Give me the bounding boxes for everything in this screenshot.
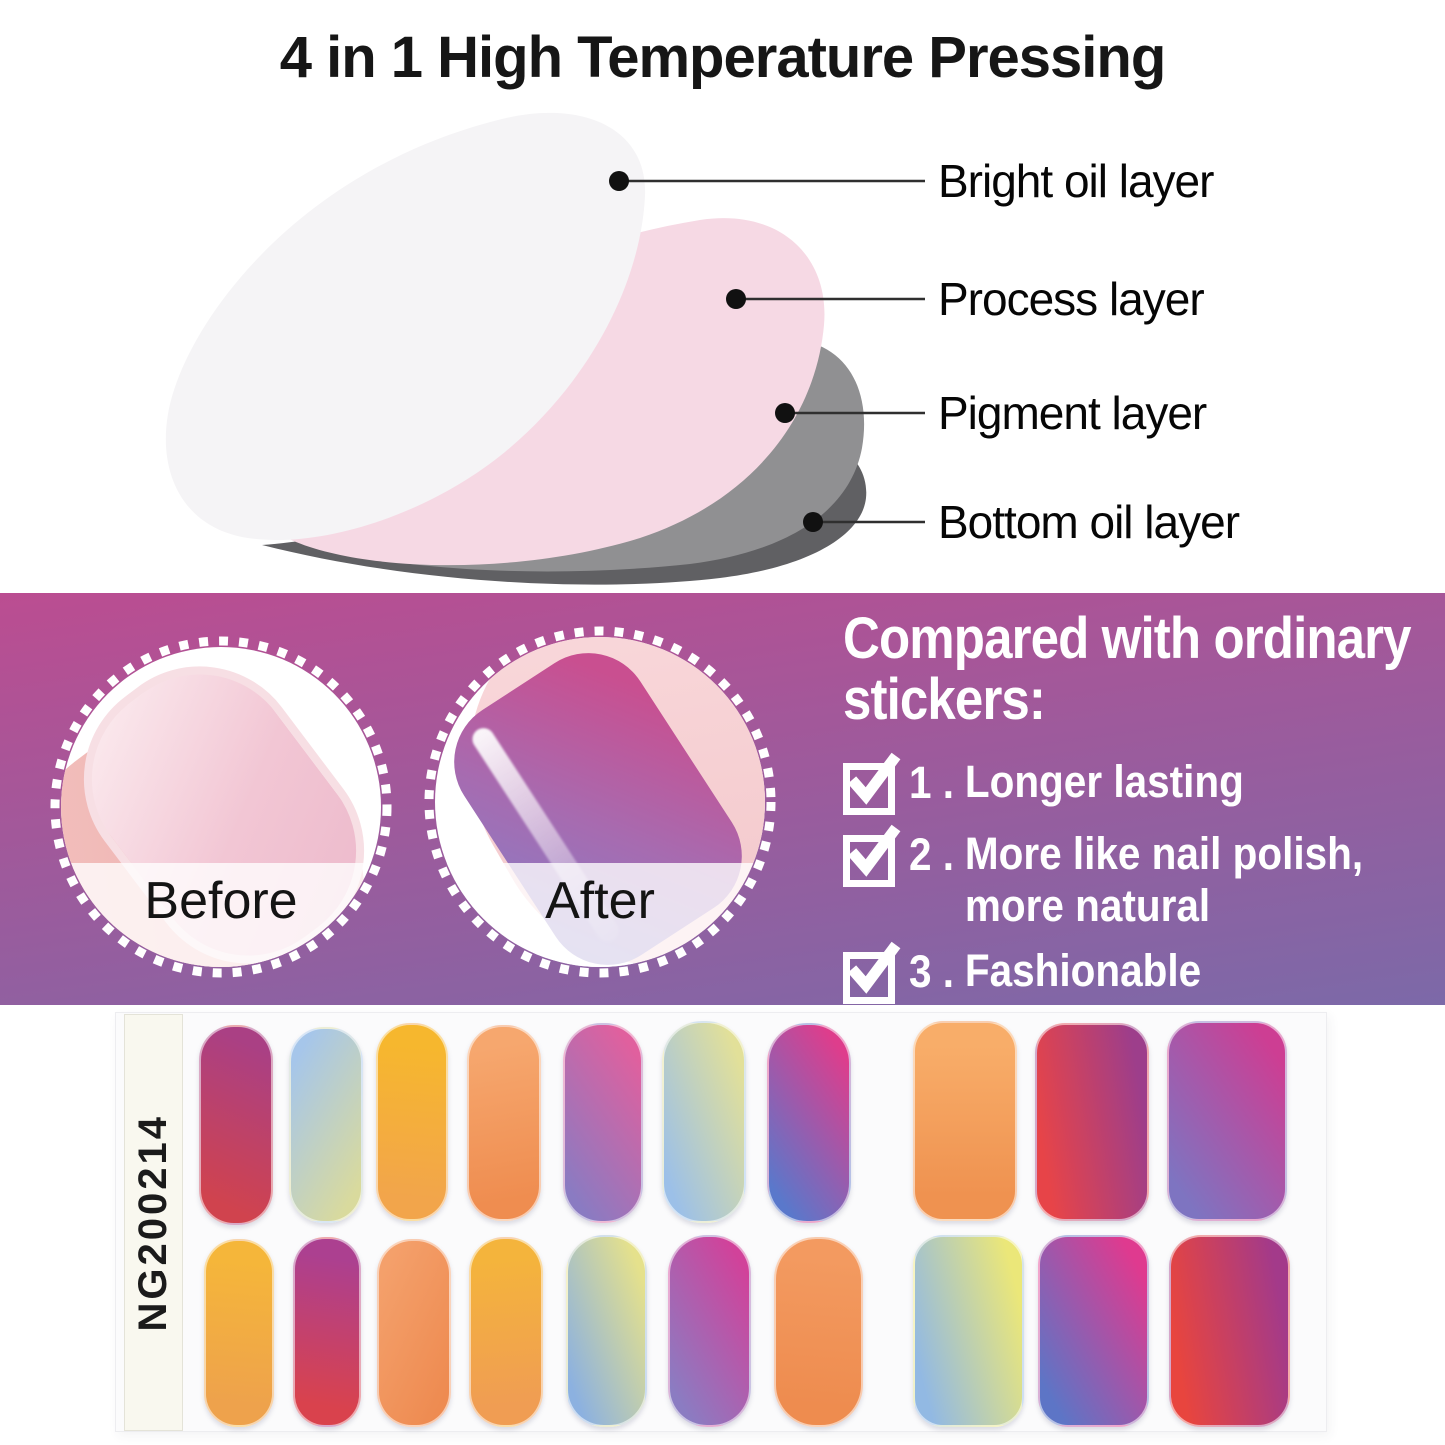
nail-sticker [376, 1023, 448, 1221]
checkmark-icon [847, 941, 901, 994]
item-text: Longer lasting [964, 756, 1244, 807]
checkbox-icon [843, 824, 901, 887]
leader-dots [609, 171, 823, 532]
nail-sticker [1169, 1235, 1290, 1427]
nail-sticker [566, 1235, 647, 1427]
nail-sticker [469, 1237, 543, 1427]
nail-sticker [467, 1025, 541, 1221]
sticker-sheet: NG200214 [115, 1012, 1327, 1432]
perforated-ring [424, 626, 776, 978]
nail-sticker [1035, 1023, 1149, 1221]
list-item: 2 . More like nail polish, more natural [843, 824, 1445, 932]
leader-lines [627, 179, 925, 524]
label-process-layer: Process layer [938, 273, 1205, 325]
nail-sticker [767, 1023, 851, 1223]
list-item: 3 . Fashionable [843, 941, 1445, 1004]
after-label: After [545, 872, 655, 930]
before-photo-circle: Before [50, 636, 392, 978]
checkmark-icon [847, 752, 901, 805]
nail-sticker [204, 1239, 274, 1427]
checkbox-icon [843, 941, 901, 1004]
item-number: 1 . [909, 757, 955, 808]
item-number: 3 . [909, 945, 955, 997]
item-text: Fashionable [964, 944, 1202, 996]
label-bottom-oil-layer: Bottom oil layer [938, 496, 1240, 548]
nail-sticker [662, 1021, 746, 1223]
nail-sticker [199, 1025, 273, 1225]
comparison-list: 1 . Longer lasting 2 . More like nail po… [843, 752, 1445, 1017]
layer-diagram [165, 112, 925, 585]
item-number: 2 . [909, 829, 955, 880]
comparison-heading: Compared with ordinary stickers: [843, 606, 1412, 733]
nail-sticker [668, 1235, 751, 1427]
nail-sticker [774, 1237, 863, 1427]
before-photo: Before [61, 647, 381, 967]
after-label-strip: After [435, 863, 765, 967]
after-photo-circle: After [424, 626, 776, 978]
nail-sticker [913, 1021, 1017, 1221]
nail-sticker [563, 1023, 643, 1223]
comparison-band: Before After Compared with ordinary stic… [0, 593, 1445, 1005]
nail-sticker [377, 1239, 451, 1427]
checkmark-icon [847, 824, 901, 877]
item-text: More like nail polish, more natural [964, 828, 1364, 931]
nail-sticker [293, 1237, 361, 1427]
bright-oil-layer-shape [165, 112, 646, 541]
nail-sticker [1038, 1235, 1149, 1427]
nail-sticker [289, 1027, 363, 1223]
checkbox-icon [843, 752, 901, 815]
nail-sticker [913, 1235, 1024, 1427]
sheet-tab: NG200214 [124, 1014, 183, 1431]
label-bright-oil-layer: Bright oil layer [938, 155, 1214, 207]
before-label-strip: Before [61, 863, 381, 967]
list-item: 1 . Longer lasting [843, 752, 1445, 815]
label-pigment-layer: Pigment layer [938, 387, 1207, 439]
nail-sticker [1167, 1021, 1287, 1221]
perforated-ring [50, 636, 392, 978]
page-title: 4 in 1 High Temperature Pressing [279, 25, 1167, 90]
before-label: Before [144, 872, 298, 930]
after-photo: After [435, 637, 765, 967]
sheet-code: NG200214 [131, 1113, 175, 1332]
